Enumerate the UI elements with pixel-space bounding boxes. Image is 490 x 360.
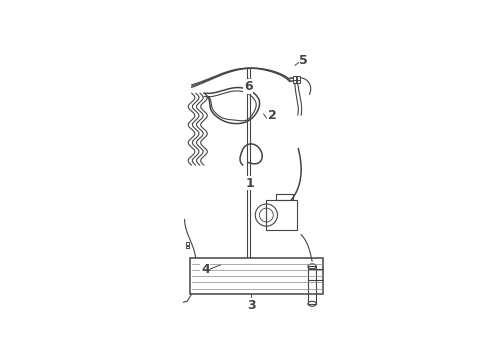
Text: 5: 5 — [299, 54, 308, 67]
Bar — [293, 76, 296, 80]
Text: 2: 2 — [268, 109, 276, 122]
Bar — [186, 246, 189, 248]
Text: 3: 3 — [247, 299, 255, 312]
Bar — [308, 266, 316, 304]
Bar — [293, 80, 296, 83]
Text: 1: 1 — [245, 177, 254, 190]
Text: 6: 6 — [244, 80, 253, 93]
Bar — [296, 76, 300, 80]
Bar — [190, 258, 323, 294]
Bar — [267, 200, 297, 230]
Bar — [296, 80, 300, 83]
Text: 4: 4 — [201, 262, 210, 276]
Bar — [186, 242, 189, 245]
